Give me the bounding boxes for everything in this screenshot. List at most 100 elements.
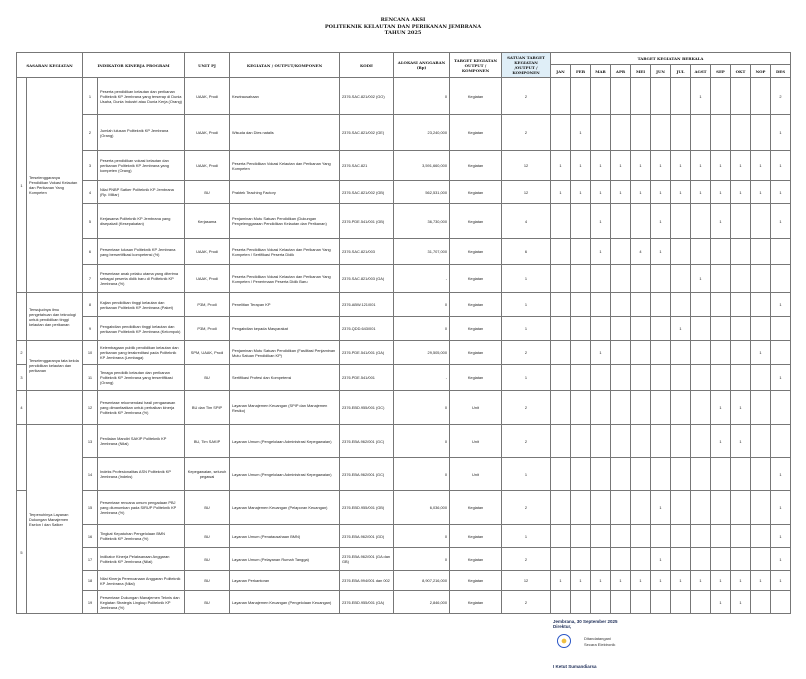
month-target-cell	[610, 203, 632, 239]
month-target-cell	[630, 364, 652, 391]
sasaran-text	[26, 390, 83, 425]
month-target-cell	[650, 524, 672, 548]
unit-cell: UAAK, Prodi	[184, 238, 231, 265]
month-target-cell: 1	[550, 570, 572, 591]
month-target-cell: 1	[590, 570, 612, 591]
month-target-cell	[590, 424, 612, 458]
unit-cell: UAAK, Prodi	[184, 77, 231, 115]
month-target-cell	[730, 490, 752, 525]
month-target-cell	[770, 390, 792, 425]
kegiatan-cell: Penjaminan Mutu Satuan Pendidikan (Fasil…	[229, 340, 341, 365]
target-output-cell: Kegiatan	[449, 524, 503, 548]
month-target-cell: 1	[590, 180, 612, 204]
month-target-cell: 2	[770, 77, 792, 115]
month-target-cell	[590, 547, 612, 571]
month-target-cell	[570, 547, 592, 571]
month-target-cell	[610, 424, 632, 458]
table-row: 16 Tingkat Kepatuhan Pengelolaan BMN Poli…	[17, 524, 792, 548]
indikator-cell: Persentase anak pelaku utama yang diteri…	[96, 264, 186, 293]
month-target-cell	[770, 590, 792, 614]
month-target-cell	[690, 390, 712, 425]
satuan-target-cell: 12	[501, 570, 552, 591]
month-target-cell	[610, 364, 632, 391]
table-row: 4 12 Persentase rekomendasi hasil pengawas…	[16, 390, 792, 425]
sasaran-number: 1	[16, 77, 27, 293]
alokasi-cell: -	[393, 264, 451, 293]
sasaran-number: 4	[16, 390, 27, 425]
indikator-cell: Persentase rekomendasi hasil pengawasan …	[96, 390, 186, 425]
kegiatan-cell: Penelitian Terapan KP	[229, 292, 341, 317]
month-target-cell: 1	[650, 238, 672, 265]
header-month: JUL	[670, 64, 692, 78]
target-output-cell: Kegiatan	[449, 590, 503, 614]
row-number: 7	[82, 264, 98, 293]
kode-cell: 2376.EBA.994/001 dan 002	[339, 570, 395, 591]
month-target-cell: 1	[770, 203, 792, 239]
month-target-cell	[590, 390, 612, 425]
unit-cell: BU	[184, 524, 231, 548]
month-target-cell	[670, 364, 692, 391]
month-target-cell: 1	[770, 524, 792, 548]
month-target-cell	[590, 590, 612, 614]
month-target-cell: 1	[710, 180, 732, 204]
month-target-cell	[590, 364, 612, 391]
row-number: 19	[82, 590, 98, 614]
month-target-cell	[670, 424, 692, 458]
table-row: 5 15 Persentase rencana umum pengadaan PBJ…	[16, 490, 792, 614]
target-output-cell: Kegiatan	[449, 77, 503, 115]
header-sasaran: SASARAN KEGIATAN	[16, 52, 83, 78]
e-signature-line-1: Ditandatangani	[584, 636, 611, 641]
row-number: 15	[82, 490, 98, 525]
unit-cell: Kepegawaian, seluruh pegawai	[184, 457, 231, 491]
kode-cell: 2376.ABW.121/001	[339, 292, 395, 317]
month-target-cell: 1	[690, 77, 712, 115]
unit-cell: UAAK, Prodi	[184, 114, 231, 151]
alokasi-cell: 2,846,000	[393, 590, 451, 614]
month-target-cell: 1	[690, 264, 712, 293]
month-target-cell: 1	[650, 547, 672, 571]
sasaran-text: Terwujudnya ilmu pengetahuan dan teknolo…	[26, 292, 83, 341]
month-target-cell	[610, 77, 632, 115]
month-target-cell	[550, 292, 572, 317]
month-target-cell	[550, 203, 572, 239]
month-target-cell: 1	[750, 340, 772, 365]
alokasi-cell: 0	[393, 316, 451, 341]
kegiatan-cell: Layanan Manajemen Keuangan (SPIP dan Man…	[229, 390, 341, 425]
table-row: Terwujudnya ilmu pengetahuan dan teknolo…	[16, 292, 792, 341]
month-target-cell	[730, 524, 752, 548]
kegiatan-cell: Layanan Umum (Pengelolaan Administrasi K…	[229, 424, 341, 458]
kegiatan-cell: Peserta Pendidikan Vokasi Kelautan dan P…	[229, 264, 341, 293]
month-target-cell	[730, 364, 752, 391]
kegiatan-cell: Peserta Pendidikan Vokasi Kelautan dan P…	[229, 150, 341, 181]
row-number: 12	[82, 390, 98, 425]
month-target-cell	[630, 524, 652, 548]
header-satuan: SATUAN TARGET KEGIATAN /OUTPUT / KOMPONE…	[501, 52, 552, 78]
month-target-cell	[650, 340, 672, 365]
month-target-cell	[690, 547, 712, 571]
month-target-cell: 1	[630, 570, 652, 591]
month-target-cell	[630, 457, 652, 491]
month-target-cell	[550, 77, 572, 115]
month-target-cell	[630, 340, 652, 365]
sasaran-number: 3	[16, 364, 27, 391]
signer-position: Direktur,	[553, 624, 572, 629]
month-target-cell	[570, 292, 592, 317]
month-target-cell	[610, 524, 632, 548]
month-target-cell: 1	[670, 316, 692, 341]
month-target-cell: 1	[690, 570, 712, 591]
month-target-cell	[690, 364, 712, 391]
month-target-cell	[550, 457, 572, 491]
row-number: 2	[82, 114, 98, 151]
sasaran-text: Terselenggaranya tata kelola pendidikan …	[26, 340, 83, 391]
month-target-cell: 1	[650, 180, 672, 204]
sasaran-text: Terpenuhinya Layanan Dukungan Manajemen …	[26, 424, 83, 614]
month-target-cell	[550, 547, 572, 571]
indikator-cell: Indikator Kinerja Pelaksanaan Anggaran P…	[96, 547, 186, 571]
kegiatan-cell: Layanan Umum (Penatausahaan BMN)	[229, 524, 341, 548]
header-month: MAR	[590, 64, 612, 78]
target-output-cell: Kegiatan	[449, 340, 503, 365]
header-target: TARGET KEGIATAN OUTPUT / KOMPONEN	[449, 52, 503, 78]
month-target-cell	[710, 292, 732, 317]
indikator-cell: Pengabdian pendidikan tinggi kelautan da…	[96, 316, 186, 341]
place-date: Jembrana, 30 September 2025	[553, 619, 618, 624]
